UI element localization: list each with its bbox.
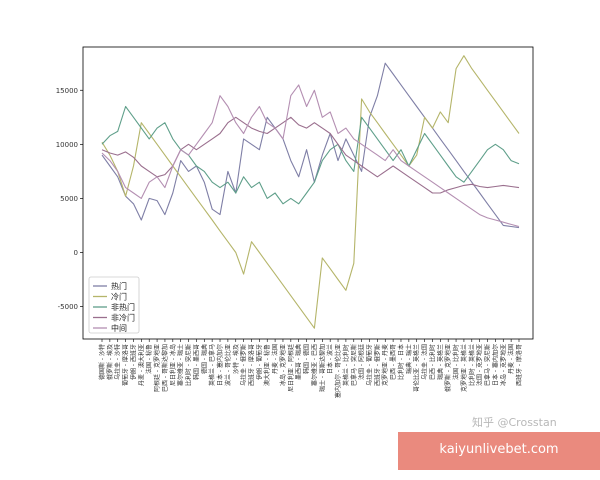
promo-banner[interactable]: kaiyunlivebet.com	[398, 432, 600, 470]
legend-label: 非热门	[111, 302, 135, 312]
series-line-3	[101, 105, 520, 205]
x-tick-label: 英格兰 - 比利时	[342, 344, 350, 386]
series-line-1	[101, 62, 520, 229]
x-tick-label: 瑞士 - 哥斯达黎加	[318, 344, 326, 392]
y-axis: -5000 0 5000 10000 15000	[56, 87, 83, 311]
x-tick-label: 巴西 - 比利时	[428, 344, 436, 380]
x-tick-label: 丹麦 - 法国	[271, 344, 279, 374]
x-tick-label: 哥伦比亚 - 英格兰	[413, 344, 421, 392]
x-tick-label: 墨西哥 - 瑞典	[295, 344, 303, 380]
x-tick-label: 巴拿马 - 突尼斯	[350, 344, 358, 386]
x-tick-label: 尼日利亚 - 冰岛	[169, 344, 177, 386]
x-tick-label: 法国 - 克罗地亚	[476, 344, 484, 386]
x-tick-label: 乌拉圭 - 沙特	[114, 344, 122, 380]
x-tick-label: 沙特 - 埃及	[232, 344, 240, 374]
x-tick-label: 丹麦 - 澳大利亚	[137, 344, 145, 386]
x-tick-label: 英格兰 - 巴拿马	[208, 344, 216, 386]
x-tick-label: 法国 - 秘鲁	[145, 344, 153, 374]
x-tick-label: 韩国 - 墨西哥	[192, 344, 200, 380]
x-tick-label: 西班牙 - 摩洛哥	[515, 344, 523, 386]
x-tick-label: 俄罗斯 - 埃及	[106, 344, 114, 380]
watermark-text: 知乎 @Crosstan	[472, 416, 557, 429]
series-line-2	[101, 55, 520, 329]
x-tick-label: 日本 - 塞内加尔	[491, 344, 499, 386]
x-tick-label: 俄罗斯 - 克罗地亚	[444, 344, 452, 392]
x-tick-label: 比利时 - 突尼斯	[185, 344, 193, 386]
series-lines	[101, 55, 520, 329]
x-tick-label: 葡萄牙 - 摩洛哥	[122, 344, 130, 386]
x-tick-label: 伊朗 - 西班牙	[129, 344, 137, 380]
legend-label: 热门	[111, 281, 127, 291]
x-tick-label: 瑞典 - 英格兰	[436, 344, 444, 380]
x-tick-label: 法国 - 比利时	[452, 344, 460, 380]
x-tick-label: 克罗地亚 - 丹麦	[381, 344, 389, 386]
x-tick-label: 日本 - 塞内加尔	[216, 344, 224, 386]
y-tick-label: -5000	[58, 303, 78, 311]
x-tick-label: 塞尔维亚 - 巴西	[310, 344, 318, 386]
legend-label: 非冷门	[111, 313, 135, 323]
y-tick-label: 10000	[56, 141, 78, 149]
x-tick-label: 瑞典 - 瑞士	[405, 344, 413, 374]
x-tick-label: 波兰 - 哥伦比亚	[224, 344, 232, 386]
x-tick-label: 德国斯 - 沙特	[98, 344, 106, 380]
x-tick-label: 巴拿马 - 突尼斯	[484, 344, 492, 386]
x-tick-label: 尼日利亚 - 阿根廷	[287, 344, 295, 392]
x-tick-label: 乌拉圭 - 俄罗斯	[240, 344, 248, 386]
x-tick-label: 冰岛 - 克罗地亚	[279, 344, 287, 386]
promo-banner-text: kaiyunlivebet.com	[439, 442, 559, 457]
x-tick-label: 阿根廷 - 克罗地亚	[153, 344, 161, 392]
x-tick-label: 巴西 - 墨西哥	[390, 344, 397, 380]
x-tick-label: 乌拉圭 - 葡萄牙	[366, 344, 374, 386]
y-tick-label: 15000	[56, 87, 78, 95]
x-axis: 德国斯 - 沙特 俄罗斯 - 埃及 乌拉圭 - 沙特 葡萄牙 - 摩洛哥 伊朗 - 西班…	[98, 339, 523, 398]
legend-label: 冷门	[111, 292, 127, 302]
x-tick-label: 西班牙 - 摩洛哥	[247, 344, 255, 386]
x-tick-label: 塞内加尔 - 哥伦比亚	[334, 344, 342, 398]
x-tick-label: 法国 - 阿根廷	[358, 344, 366, 380]
y-tick-label: 0	[74, 249, 78, 257]
x-tick-label: 巴西 - 哥斯达黎加	[161, 344, 169, 392]
x-tick-label: 比利时 - 英格兰	[468, 344, 476, 386]
series-line-4	[101, 116, 520, 194]
legend-label: 中间	[111, 323, 127, 333]
x-tick-label: 韩国 - 德国	[303, 344, 311, 374]
legend-box	[88, 276, 140, 334]
x-tick-label: 西班牙 - 俄罗斯	[373, 344, 381, 386]
y-tick-label: 5000	[60, 195, 78, 203]
x-tick-label: 冰岛 - 克罗地亚	[499, 344, 507, 386]
x-tick-label: 塞尔维亚 - 瑞士	[177, 344, 185, 386]
x-tick-label: 丹麦 - 法国	[507, 344, 515, 374]
x-tick-label: 伊朗 - 葡萄牙	[255, 344, 263, 380]
x-tick-label: 乌拉圭 - 法国	[421, 344, 429, 380]
x-tick-label: 比利时 - 日本	[397, 344, 405, 380]
series-line-5	[101, 84, 520, 228]
x-tick-label: 德国 - 瑞典	[200, 344, 208, 374]
x-tick-label: 澳大利亚 - 秘鲁	[263, 344, 271, 386]
x-tick-label: 克罗地亚 - 英格兰	[460, 344, 468, 392]
x-tick-label: 日本 - 波兰	[326, 344, 334, 374]
plot-area	[82, 46, 534, 340]
